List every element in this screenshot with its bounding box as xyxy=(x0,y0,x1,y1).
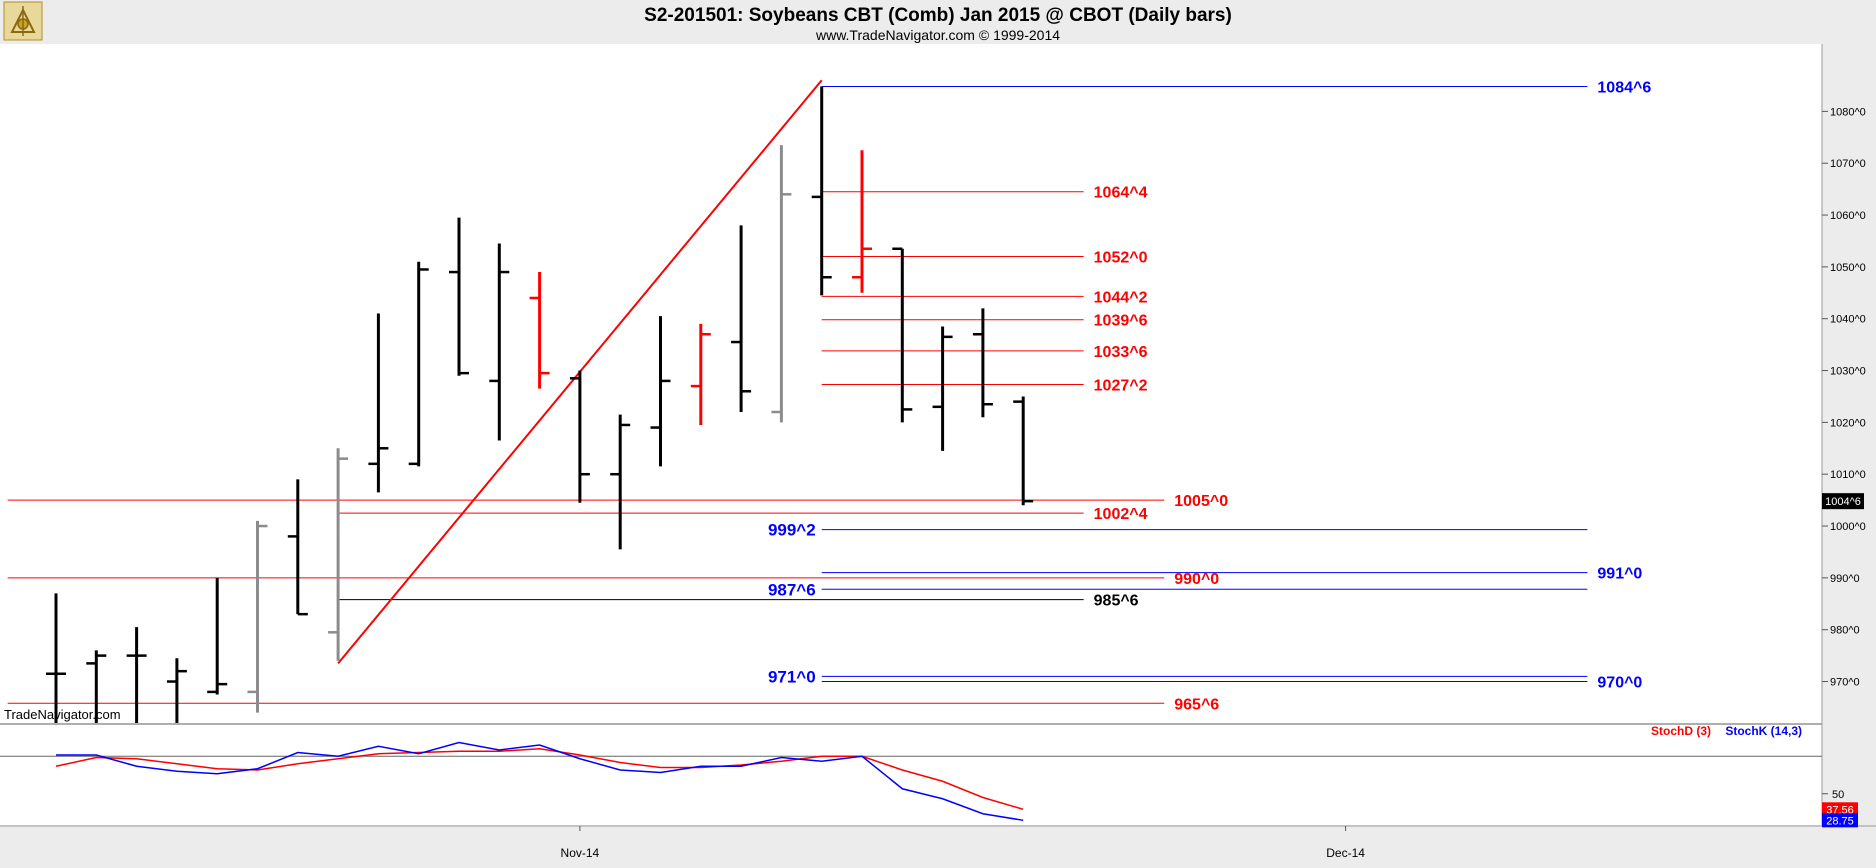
stoch-panel-bg xyxy=(0,725,1822,825)
ohlc-bar xyxy=(569,370,590,503)
price-level-label: 965^6 xyxy=(1174,696,1219,713)
last-price-marker: 1004^6 xyxy=(1822,493,1864,510)
header-bar xyxy=(0,0,1876,44)
ohlc-bar xyxy=(852,150,872,293)
ohlc-bars xyxy=(46,86,1034,723)
y-tick-label: 1030^0 xyxy=(1830,366,1866,378)
stoch-value-box xyxy=(1822,802,1858,817)
ohlc-bar xyxy=(529,272,550,389)
price-level-label: 1005^0 xyxy=(1174,493,1228,510)
price-level-label: 1039^6 xyxy=(1094,313,1148,330)
y-tick-label: 980^0 xyxy=(1830,625,1860,637)
ohlc-bar xyxy=(972,308,993,418)
y-tick-label: 1050^0 xyxy=(1830,262,1866,274)
y-tick-label: 1080^0 xyxy=(1830,106,1866,118)
price-level-label: 999^2 xyxy=(768,521,816,540)
ohlc-bar xyxy=(287,479,308,616)
price-level-label: 970^0 xyxy=(1597,675,1642,692)
price-level-label: 1044^2 xyxy=(1094,289,1148,306)
price-level-label: 1064^4 xyxy=(1094,185,1148,202)
stoch-value-box xyxy=(1822,813,1858,828)
y-tick-label: 1000^0 xyxy=(1830,521,1866,533)
y-tick-label: 1060^0 xyxy=(1830,210,1866,222)
price-level-label: 987^6 xyxy=(768,580,816,599)
y-tick-label: 970^0 xyxy=(1830,677,1860,689)
y-tick-label: 990^0 xyxy=(1830,573,1860,585)
ohlc-bar xyxy=(892,247,913,423)
price-level-label: 1002^4 xyxy=(1094,506,1148,523)
ohlc-bar xyxy=(46,593,66,723)
ohlc-bar xyxy=(368,313,389,493)
ohlc-bar xyxy=(408,261,429,467)
ohlc-bar xyxy=(86,650,107,723)
ohlc-bar xyxy=(690,323,711,425)
price-level-label: 991^0 xyxy=(1597,566,1642,583)
stoch-value-label: 28.75 xyxy=(1826,815,1854,827)
date-axis: Nov-14 Dec-14 xyxy=(561,826,1365,860)
price-level-label: 985^6 xyxy=(1094,593,1139,610)
ohlc-bar xyxy=(650,316,671,467)
y-tick-label: 1070^0 xyxy=(1830,158,1866,170)
price-level-label: 1052^0 xyxy=(1094,250,1148,267)
price-level-label: 990^0 xyxy=(1174,571,1219,588)
ohlc-bar xyxy=(771,145,792,423)
ohlc-bar xyxy=(489,243,510,441)
ohlc-bar xyxy=(731,225,752,413)
stoch-value-label: 37.56 xyxy=(1826,804,1854,816)
ohlc-bar xyxy=(126,627,147,723)
y-tick-label: 1020^0 xyxy=(1830,417,1866,429)
stoch-series-line xyxy=(56,741,1024,822)
ohlc-bar xyxy=(207,577,228,695)
ohlc-bar xyxy=(328,448,349,661)
ohlc-bar xyxy=(166,658,187,723)
ohlc-bar xyxy=(247,520,268,713)
ohlc-bar xyxy=(449,217,469,376)
x-tick-label: Dec-14 xyxy=(1326,846,1365,860)
legend-stochd: StochD (3) xyxy=(1651,724,1711,738)
x-tick-label: Nov-14 xyxy=(561,846,600,860)
legend-stochk: StochK (14,3) xyxy=(1725,724,1802,738)
price-panel-bg xyxy=(0,44,1822,723)
last-price-box xyxy=(1822,493,1864,510)
chart-subtitle: www.TradeNavigator.com © 1999-2014 xyxy=(815,27,1060,43)
price-level-label: 1084^6 xyxy=(1597,80,1651,97)
y-tick-label: 1040^0 xyxy=(1830,314,1866,326)
price-level-label: 971^0 xyxy=(768,667,816,686)
last-price-label: 1004^6 xyxy=(1825,496,1861,508)
y-tick-label: 1010^0 xyxy=(1830,469,1866,481)
chart-title: S2-201501: Soybeans CBT (Comb) Jan 2015 … xyxy=(644,5,1232,26)
ohlc-bar xyxy=(1013,396,1034,506)
price-level-label: 1027^2 xyxy=(1094,378,1148,395)
watermark: TradeNavigator.com xyxy=(4,707,121,722)
sextant-logo-icon xyxy=(3,1,43,41)
price-levels: 1084^6 1064^4 1052^0 1044^2 1039^6 1033^6 1027… xyxy=(7,80,1651,713)
price-axis: 970^0 980^0 990^0 1000^0 1010^0 1020^0 1030^0 1… xyxy=(1822,106,1866,689)
ohlc-bar xyxy=(932,326,953,451)
ohlc-bar xyxy=(811,86,832,296)
ohlc-bar xyxy=(610,414,631,550)
price-level-label: 1033^6 xyxy=(1094,344,1148,361)
stoch-axis: 50 xyxy=(0,755,1844,801)
stoch-tick-label: 50 xyxy=(1832,789,1844,801)
